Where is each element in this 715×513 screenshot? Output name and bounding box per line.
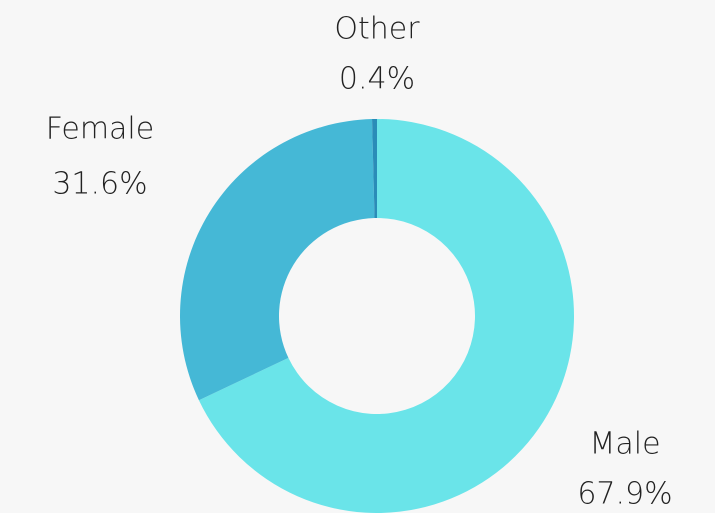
slice-label: Male: [589, 427, 660, 462]
slice-value-label: 0.4%: [339, 62, 415, 97]
slice-label: Female: [46, 112, 154, 147]
slice-value-label: 31.6%: [52, 167, 147, 202]
slice: [180, 119, 375, 401]
slice: [198, 119, 574, 513]
slice-label: Other: [334, 12, 420, 47]
slice: [372, 119, 377, 219]
slice-value-label: 67.9%: [577, 477, 672, 512]
